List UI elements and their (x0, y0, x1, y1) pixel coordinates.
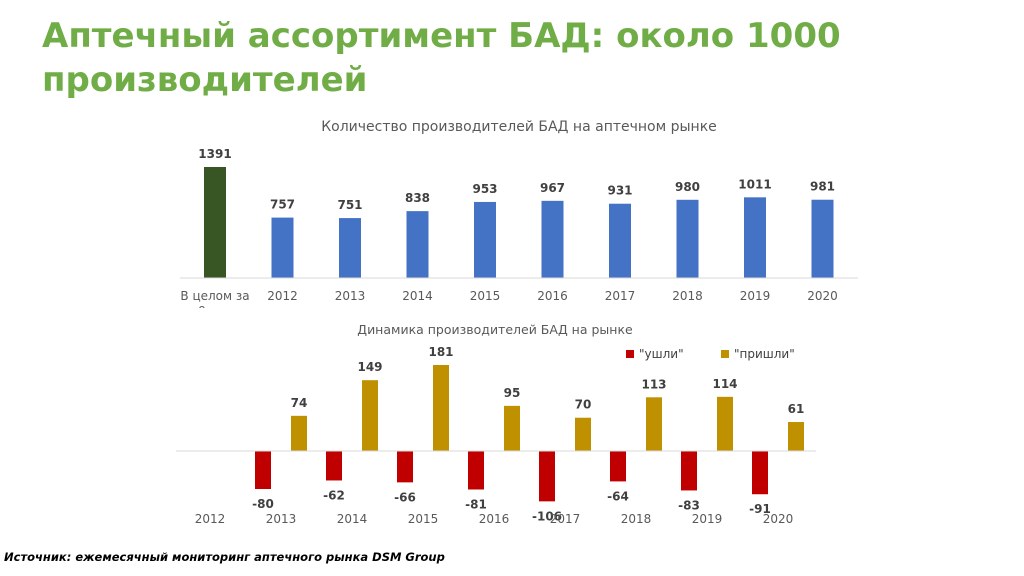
data-label: 838 (405, 191, 430, 205)
bar-came-2015 (433, 365, 449, 451)
slide-title: Аптечный ассортимент БАД: около 1000 про… (42, 16, 841, 100)
data-label: 149 (357, 360, 382, 374)
bar-came-2017 (575, 417, 591, 451)
bar-left-2019 (681, 451, 697, 491)
x-tick-label: 2012 (267, 289, 298, 303)
data-label: 980 (675, 180, 700, 194)
data-label: 981 (810, 180, 835, 194)
data-label: 61 (788, 402, 805, 416)
bar-2013 (339, 218, 361, 278)
x-tick-label: 2013 (266, 512, 297, 526)
bar-left-2014 (326, 451, 342, 481)
x-tick-label: 2020 (807, 289, 838, 303)
data-label: 74 (291, 396, 308, 410)
x-tick-label: 2018 (672, 289, 703, 303)
x-tick-label: 2014 (337, 512, 368, 526)
legend-label: "ушли" (639, 347, 684, 361)
bar-left-2018 (610, 451, 626, 482)
data-label: -66 (394, 490, 416, 504)
bar-left-2015 (397, 451, 413, 483)
data-label: -80 (252, 497, 274, 511)
x-tick-label: 2015 (470, 289, 501, 303)
x-tick-label: 2014 (402, 289, 433, 303)
data-label: 751 (337, 198, 362, 212)
bar-total (204, 167, 226, 278)
bar-left-2016 (468, 451, 484, 490)
data-label: -62 (323, 488, 345, 502)
x-tick-label: 2018 (621, 512, 652, 526)
x-tick-label: 2017 (605, 289, 636, 303)
bar-left-2020 (752, 451, 768, 495)
data-label: 1391 (198, 147, 231, 161)
data-label: 953 (472, 182, 497, 196)
bar-came-2018 (646, 397, 662, 451)
bar-2012 (271, 217, 294, 278)
legend-label: "пришли" (734, 347, 795, 361)
bar-came-2013 (291, 415, 307, 451)
x-tick-label: 2013 (335, 289, 366, 303)
data-label: -64 (607, 489, 629, 503)
bar-2018 (676, 199, 699, 278)
bar-came-2016 (504, 405, 520, 451)
x-tick-label: 2017 (550, 512, 581, 526)
x-tick-label: 2020 (763, 512, 794, 526)
manufacturers-count-chart: Количество производителей БАД на аптечно… (180, 119, 858, 308)
x-tick-label: 2019 (692, 512, 723, 526)
bar-came-2019 (717, 396, 733, 451)
bar-2014 (406, 211, 429, 278)
x-tick-label: В целом за (180, 289, 249, 303)
bar-2019 (744, 197, 766, 278)
data-label: 967 (540, 181, 565, 195)
data-label: 70 (575, 398, 592, 412)
legend: "ушли" "пришли" (626, 347, 795, 361)
bar-2020 (811, 199, 834, 278)
bar-left-2013 (255, 451, 271, 490)
x-tick-label: 2019 (740, 289, 771, 303)
bar-2015 (474, 201, 496, 278)
data-label: 95 (504, 386, 521, 400)
x-tick-label-line2: 9 лет (198, 304, 232, 308)
data-label: -81 (465, 497, 487, 511)
source-note: Источник: ежемесячный мониторинг аптечно… (4, 550, 445, 564)
data-label: -106 (532, 509, 562, 523)
bar-came-2020 (788, 422, 804, 451)
data-label: 757 (270, 198, 295, 212)
legend-swatch (626, 350, 634, 358)
x-tick-label: 2015 (408, 512, 439, 526)
data-label: 181 (428, 345, 453, 359)
data-label: -83 (678, 498, 700, 512)
data-label: -91 (749, 502, 771, 516)
legend-swatch (721, 350, 729, 358)
x-tick-label: 2016 (479, 512, 510, 526)
chart-title: Динамика производителей БАД на рынке (357, 322, 633, 337)
bar-left-2017 (539, 451, 555, 502)
data-label: 113 (641, 377, 666, 391)
chart-title: Количество производителей БАД на аптечно… (321, 119, 717, 135)
bar-came-2014 (362, 380, 378, 451)
bar-2016 (541, 200, 564, 278)
x-tick-label: 2012 (195, 512, 226, 526)
data-label: 114 (712, 377, 737, 391)
data-label: 931 (607, 184, 632, 198)
x-tick-label: 2016 (537, 289, 568, 303)
data-label: 1011 (738, 177, 771, 191)
bar-2017 (609, 203, 631, 278)
manufacturers-dynamics-chart: Динамика производителей БАД на рынке "уш… (176, 322, 816, 526)
